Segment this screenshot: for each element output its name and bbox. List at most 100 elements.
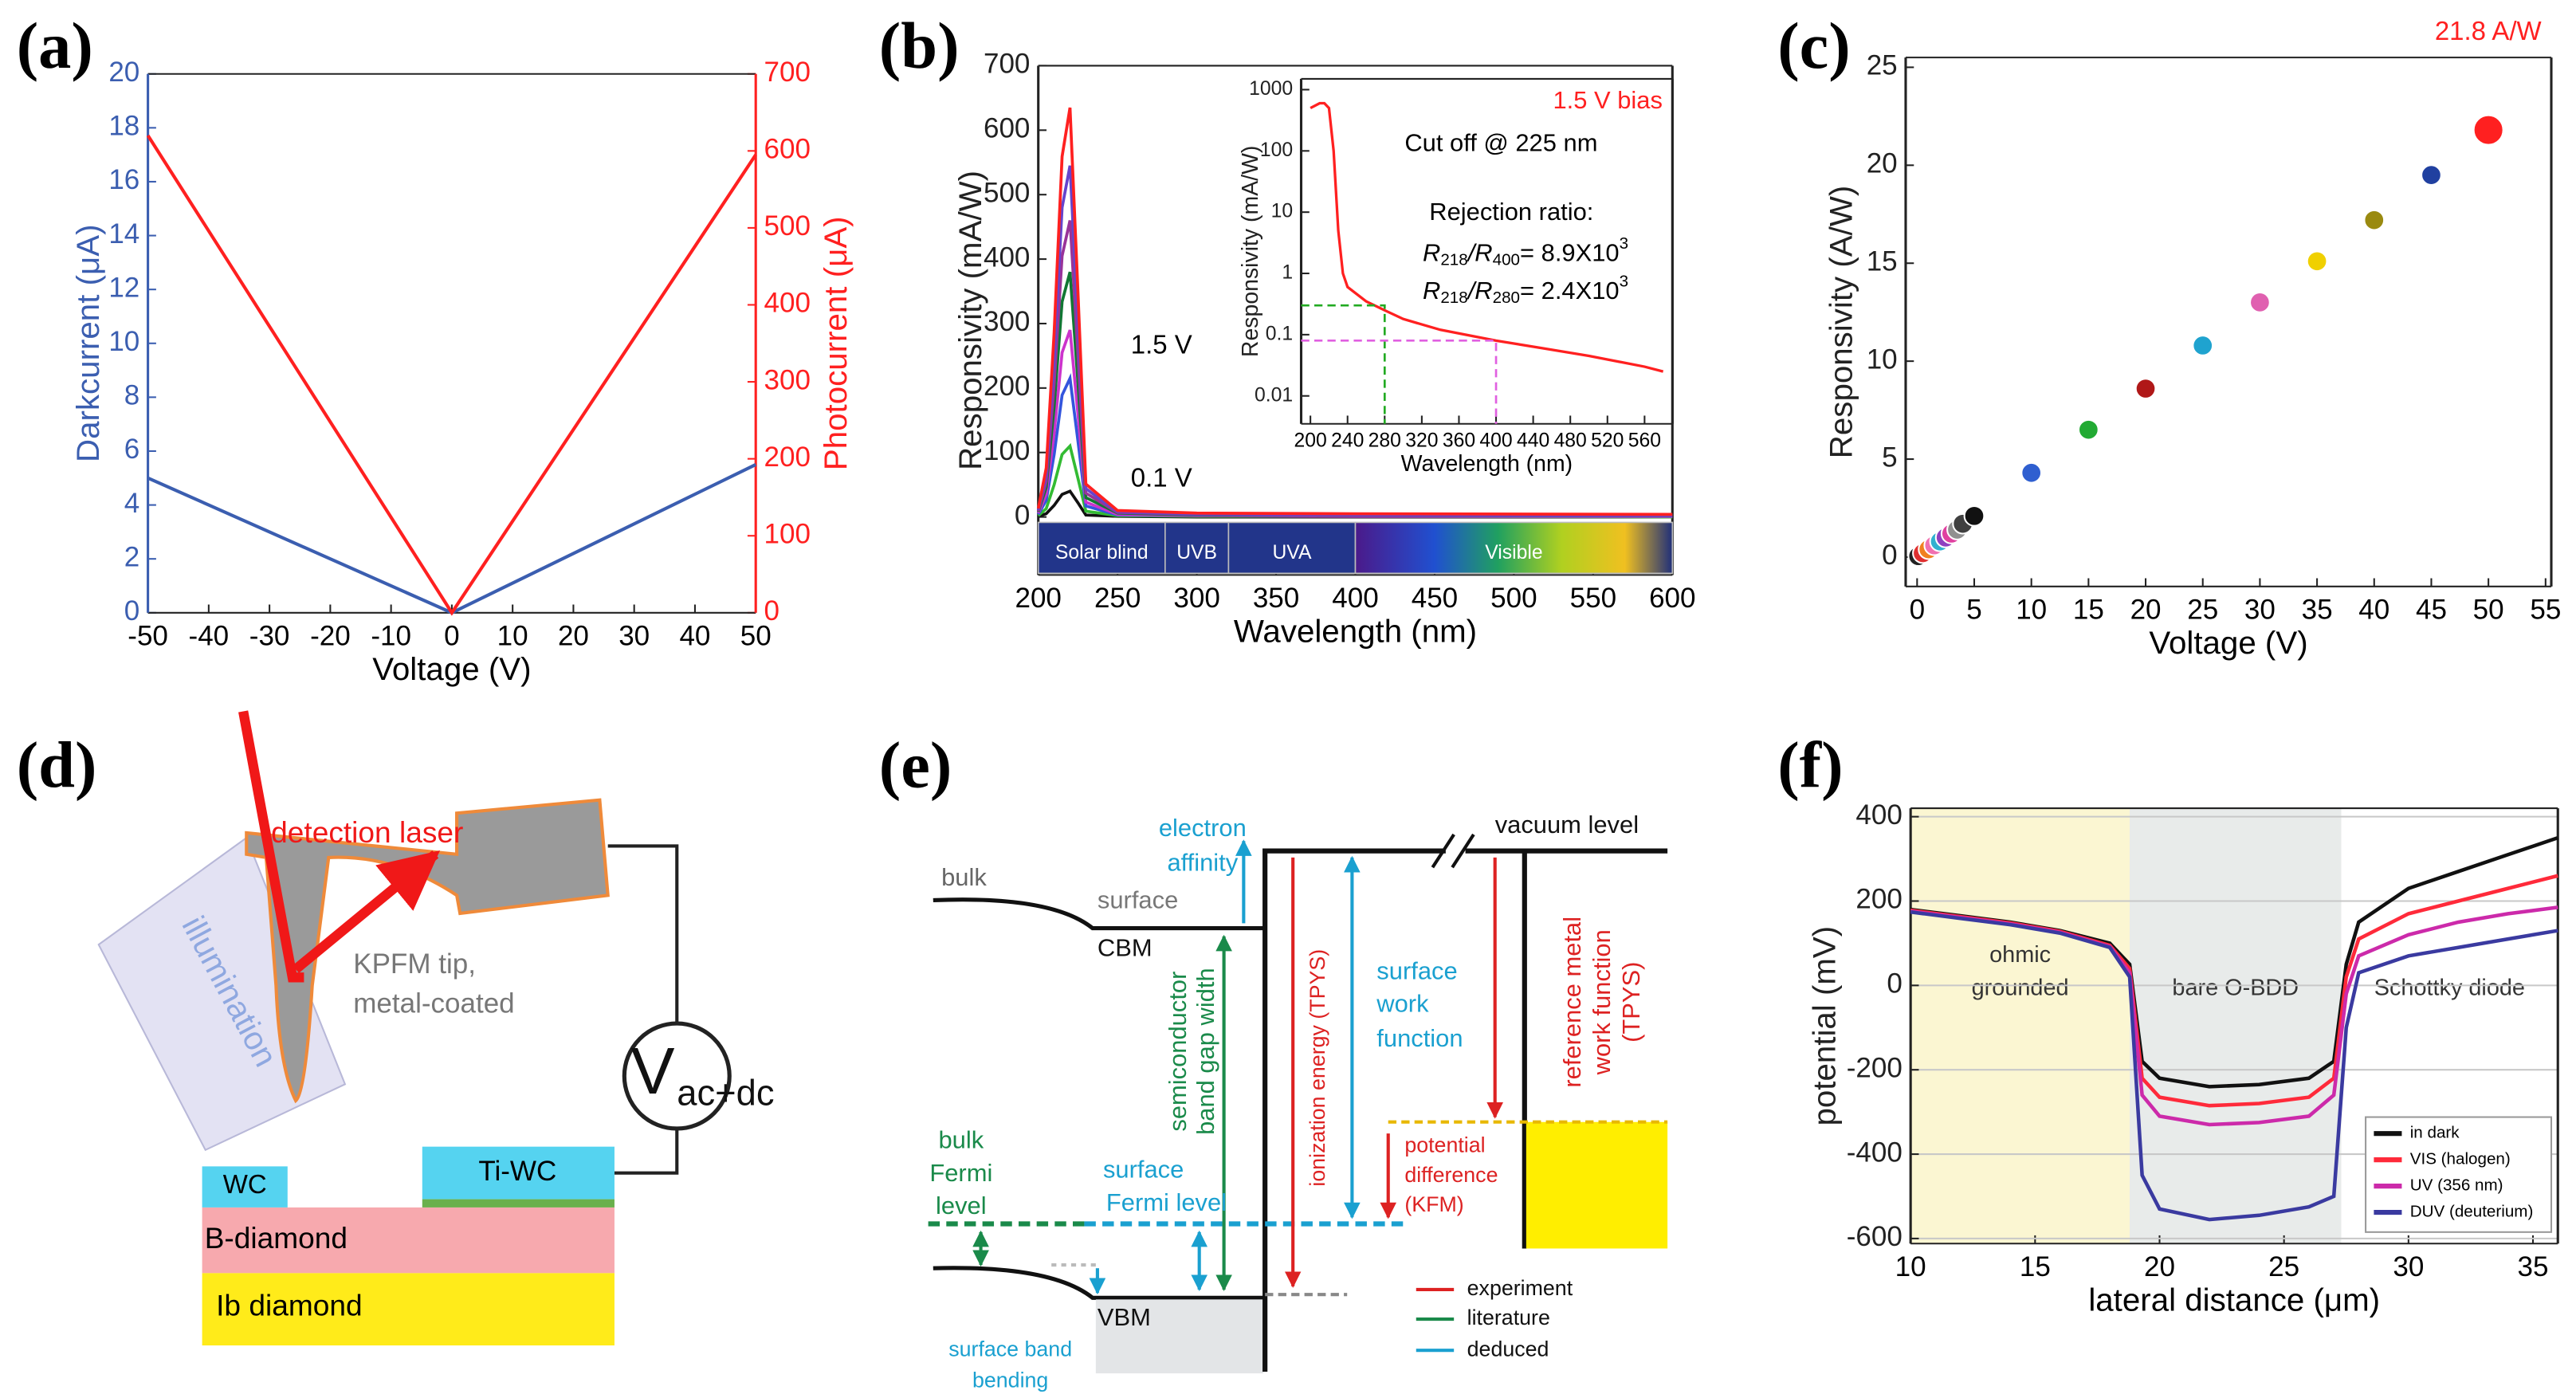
voltage-source [622,1021,732,1131]
y-tick-label: 5 [1882,442,1897,473]
y-tick-label: 300 [984,306,1030,337]
text-part: 400 [1493,251,1520,269]
annotation: 0.1 V [1131,463,1192,493]
reference-line [1301,339,1498,424]
y-tick-label: 20 [1867,148,1898,179]
x-tick-label: -40 [189,621,230,652]
spectrum-band [1037,521,1166,575]
annotation: 21.8 A/W [2435,16,2542,45]
label: work [1376,990,1429,1018]
label: VBM [1098,1303,1151,1331]
y-axis-title: potential (mV) [1807,926,1843,1126]
label: level [936,1192,987,1219]
data-point [2249,291,2271,313]
label: (TPYS) [1617,962,1645,1043]
y2-tick-label: 500 [764,210,811,242]
data-point [2192,335,2214,356]
legend-label: DUV (deuterium) [2410,1203,2534,1221]
data-point [2020,461,2043,484]
label: Fermi level [1106,1188,1227,1216]
y-axis-title: Responsivity (A/W) [1823,186,1859,458]
region [1910,808,2130,1244]
chart: 0 5 10 15 20 25 30 35 40 45 50 550510152025Voltage … [1823,16,2561,661]
label: band gap width [1192,968,1219,1135]
data-line [1036,107,1673,516]
data-point [2363,209,2386,231]
ib-diamond-label: Ib diamond [216,1288,362,1321]
label: reference metal [1558,917,1586,1088]
x-tick-label: 200 [1015,583,1061,614]
panel-label: (a) [17,10,93,82]
x-tick-label: 0 [1910,595,1925,626]
label: surface band [948,1337,1072,1361]
panel-label: (d) [17,729,97,802]
y-axis-title: Responsivity (mA/W) [1238,146,1263,357]
illumination-beam [97,836,347,1152]
x-tick-label: 0 [444,621,459,652]
y-tick-label: 12 [108,272,139,303]
y-tick-label: 6 [124,434,139,465]
x-tick-label: 280 [1368,430,1401,452]
band-label: UVB [1176,542,1217,564]
text-part: R [1423,239,1440,267]
y-tick-label: 1 [1282,262,1293,284]
y2-tick-label: 0 [764,595,779,626]
x-tick-label: 25 [2187,595,2218,626]
label: vacuum level [1495,811,1639,838]
x-tick-label: 30 [2244,595,2276,626]
x-tick-label: -50 [128,621,168,652]
x-tick-label: 20 [2144,1251,2175,1282]
x-tick-label: 35 [2518,1251,2549,1282]
panel-label: (c) [1777,10,1851,82]
ib-diamond-layer [202,1273,615,1346]
panel-label: (e) [879,729,952,802]
x-axis-title: Voltage (V) [372,651,531,687]
y-tick-label: 20 [108,57,139,88]
y-tick-label: -200 [1847,1052,1903,1083]
label: surface [1098,886,1178,914]
label: surface [1376,956,1457,984]
data-point [2134,378,2157,399]
label: bulk [938,1126,984,1154]
x-tick-label: 5 [1966,595,1981,626]
y2-tick-label: 600 [764,134,811,165]
y-axis-title: Darkcurrent (μA) [70,225,106,463]
x-tick-label: 10 [1895,1251,1926,1282]
wc-contact [202,1166,288,1208]
label: function [1376,1024,1463,1052]
circuit-wire [607,844,679,1175]
label: potential [1404,1133,1485,1157]
x-tick-label: 450 [1412,583,1458,614]
x-tick-label: 15 [2020,1251,2051,1282]
y-tick-label: 2 [124,541,139,572]
text-part: 3 [1620,235,1628,253]
region [2130,808,2342,1244]
x-tick-label: 350 [1253,583,1299,614]
y-tick-label: 100 [1260,139,1293,161]
text-part: /R [1467,277,1493,304]
y2-tick-label: 100 [764,518,811,549]
y-tick-label: 500 [984,177,1030,208]
x-tick-label: 35 [2302,595,2333,626]
label: CBM [1098,933,1153,961]
x-tick-label: 10 [2016,595,2047,626]
band-diagram [928,833,1668,1374]
x-tick-label: 45 [2416,595,2447,626]
panel-label: (f) [1777,729,1843,802]
x-tick-label: 50 [740,621,772,652]
x-tick-label: 560 [1628,430,1661,452]
y-tick-label: 0.1 [1266,323,1293,344]
legend-label: VIS (halogen) [2410,1150,2511,1168]
legend-label: literature [1467,1306,1550,1329]
x-tick-label: 480 [1554,430,1587,452]
x-tick-label: 550 [1570,583,1616,614]
x-tick-label: 20 [2130,595,2162,626]
x-tick-label: 600 [1649,583,1695,614]
label: (KFM) [1404,1192,1463,1216]
y-tick-label: 10 [1271,201,1294,222]
y-tick-label: 10 [108,326,139,357]
x-tick-label: 250 [1094,583,1141,614]
y-tick-label: 10 [1867,344,1898,375]
x-tick-label: 320 [1405,430,1438,452]
